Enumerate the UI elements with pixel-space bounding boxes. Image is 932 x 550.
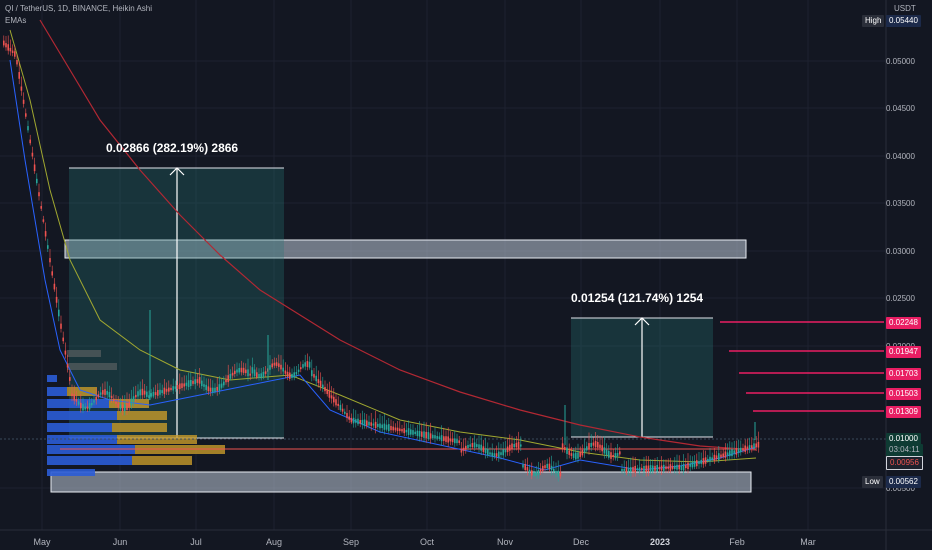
high-label: High <box>862 15 885 27</box>
target-tag: 0.01703 <box>886 368 921 380</box>
measure-label-2: 0.01254 (121.74%) 1254 <box>571 291 704 305</box>
price-axis-label: 0.03000 <box>886 247 915 256</box>
price-axis-label: 0.04500 <box>886 104 915 113</box>
currency-label: USDT <box>894 4 916 13</box>
time-axis-label: Dec <box>572 537 590 547</box>
support-zone[interactable] <box>50 471 752 493</box>
target-lines <box>720 321 884 412</box>
measure-label-1: 0.02866 (282.19%) 2866 <box>106 141 239 155</box>
low-label: Low <box>862 476 883 488</box>
high-value: 0.05440 <box>886 15 921 27</box>
low-value: 0.00562 <box>886 476 921 488</box>
ema-value-tag: 0.00956 <box>886 456 923 470</box>
time-axis-label: Nov <box>496 537 514 547</box>
countdown-tag: 03:04:11 <box>886 444 923 456</box>
price-axis-label: 0.04000 <box>886 152 915 161</box>
price-axis-label: 0.02500 <box>886 294 915 303</box>
time-axis-label: May <box>33 537 51 547</box>
price-axis-label: 0.03500 <box>886 199 915 208</box>
target-tag: 0.01309 <box>886 406 921 418</box>
time-axis-label-year: 2023 <box>649 537 671 547</box>
time-axis-label: Mar <box>800 537 816 547</box>
indicator-label-emas[interactable]: EMAs <box>5 16 27 25</box>
time-axis-label: Oct <box>419 537 435 547</box>
current-price-tag: 0.01000 <box>886 433 921 445</box>
time-axis-label: Jun <box>112 537 128 547</box>
target-tag: 0.01503 <box>886 388 921 400</box>
target-tag: 0.01947 <box>886 346 921 358</box>
time-axis-label: Sep <box>342 537 360 547</box>
price-axis-label: 0.00500 <box>886 484 915 493</box>
ema-long-line <box>39 19 757 451</box>
symbol-title: QI / TetherUS, 1D, BINANCE, Heikin Ashi <box>5 4 153 13</box>
target-tag: 0.02248 <box>886 317 921 329</box>
candlesticks <box>3 35 760 482</box>
time-axis-label: Feb <box>729 537 745 547</box>
time-axis-label: Jul <box>190 537 202 547</box>
time-axis-label: Aug <box>265 537 283 547</box>
resistance-zone[interactable] <box>64 239 747 259</box>
price-axis-label: 0.05000 <box>886 57 915 66</box>
